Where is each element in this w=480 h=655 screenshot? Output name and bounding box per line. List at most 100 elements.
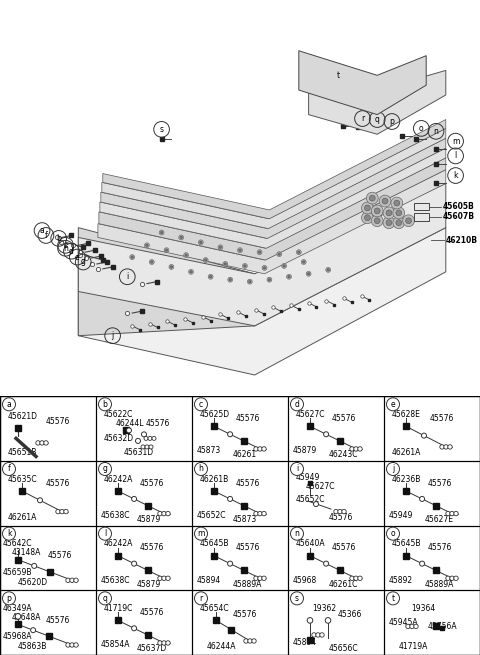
Circle shape [391,197,403,209]
Circle shape [166,576,170,580]
Circle shape [165,249,168,252]
Circle shape [142,432,146,437]
Circle shape [132,496,137,502]
Circle shape [372,205,383,217]
Circle shape [386,462,399,476]
Text: 45879: 45879 [136,515,161,524]
Circle shape [354,576,358,580]
Text: 46242A: 46242A [104,474,133,483]
Text: 45576: 45576 [139,608,164,617]
Circle shape [189,269,193,274]
Circle shape [194,527,207,540]
Circle shape [454,576,458,580]
Text: 45632D: 45632D [104,434,134,443]
Text: 46236B: 46236B [392,474,421,483]
Text: 19362: 19362 [312,604,336,613]
Text: 45656C: 45656C [328,645,358,654]
Text: 45756A: 45756A [427,622,457,631]
Circle shape [252,639,256,643]
Circle shape [74,578,78,582]
Text: 45945A: 45945A [389,618,419,627]
Text: m: m [452,137,459,145]
Circle shape [66,643,70,647]
Polygon shape [299,50,426,115]
Text: 45627E: 45627E [424,515,453,524]
Text: a: a [40,226,45,235]
Circle shape [249,280,251,283]
Text: g: g [81,257,85,267]
Circle shape [244,639,248,643]
Circle shape [40,441,44,445]
Circle shape [2,592,15,605]
Text: 45894: 45894 [293,639,317,647]
Bar [384,525,480,590]
Text: 45576: 45576 [235,479,260,487]
Text: 46349A: 46349A [3,604,33,613]
Bar [96,590,192,655]
Text: h: h [199,464,204,474]
Circle shape [258,251,261,253]
Text: 45576: 45576 [46,616,71,625]
Circle shape [342,510,346,514]
Circle shape [98,462,111,476]
Bar [96,525,192,590]
Polygon shape [78,227,446,375]
Circle shape [223,261,228,267]
Circle shape [334,510,338,514]
Text: b: b [56,234,61,243]
Text: 41719C: 41719C [104,604,133,613]
Circle shape [326,267,331,272]
Polygon shape [100,148,446,248]
Circle shape [262,512,266,515]
Polygon shape [78,183,446,326]
Circle shape [194,592,207,605]
Circle shape [132,626,137,631]
Bar [288,525,384,590]
Circle shape [164,248,169,253]
Circle shape [374,208,380,214]
Text: 45968A: 45968A [3,633,33,641]
Circle shape [290,527,303,540]
Bar [192,525,288,590]
Text: n: n [295,529,300,538]
Bar [384,396,480,461]
Text: e: e [75,253,80,261]
Circle shape [203,257,208,263]
Text: 45576: 45576 [139,543,164,552]
Circle shape [64,510,68,514]
Circle shape [350,576,354,580]
Circle shape [31,627,36,633]
Text: 45576: 45576 [430,414,455,423]
Circle shape [358,447,362,451]
Circle shape [406,624,410,629]
Circle shape [180,236,182,238]
Text: i: i [126,272,129,281]
Circle shape [66,578,70,582]
Circle shape [200,241,202,244]
Circle shape [420,561,425,566]
Text: 45651B: 45651B [8,449,37,457]
Circle shape [296,250,301,255]
Text: 45576: 45576 [235,414,260,423]
Circle shape [149,445,153,449]
Text: 45645B: 45645B [392,539,421,548]
Circle shape [162,576,166,580]
Circle shape [324,432,329,437]
Circle shape [198,240,203,245]
Circle shape [209,276,212,278]
Text: 45894: 45894 [197,576,221,585]
Text: 45889A: 45889A [424,580,454,589]
Circle shape [159,230,164,235]
Circle shape [74,643,78,647]
Circle shape [70,578,74,582]
Circle shape [262,576,266,580]
Circle shape [394,200,400,206]
Circle shape [324,561,329,566]
Bar [288,461,384,525]
Text: 45652C: 45652C [296,495,325,504]
Text: 45879: 45879 [293,447,317,455]
Text: r: r [361,114,364,123]
Text: q: q [103,594,108,603]
Circle shape [184,253,189,257]
Bar [414,213,429,221]
